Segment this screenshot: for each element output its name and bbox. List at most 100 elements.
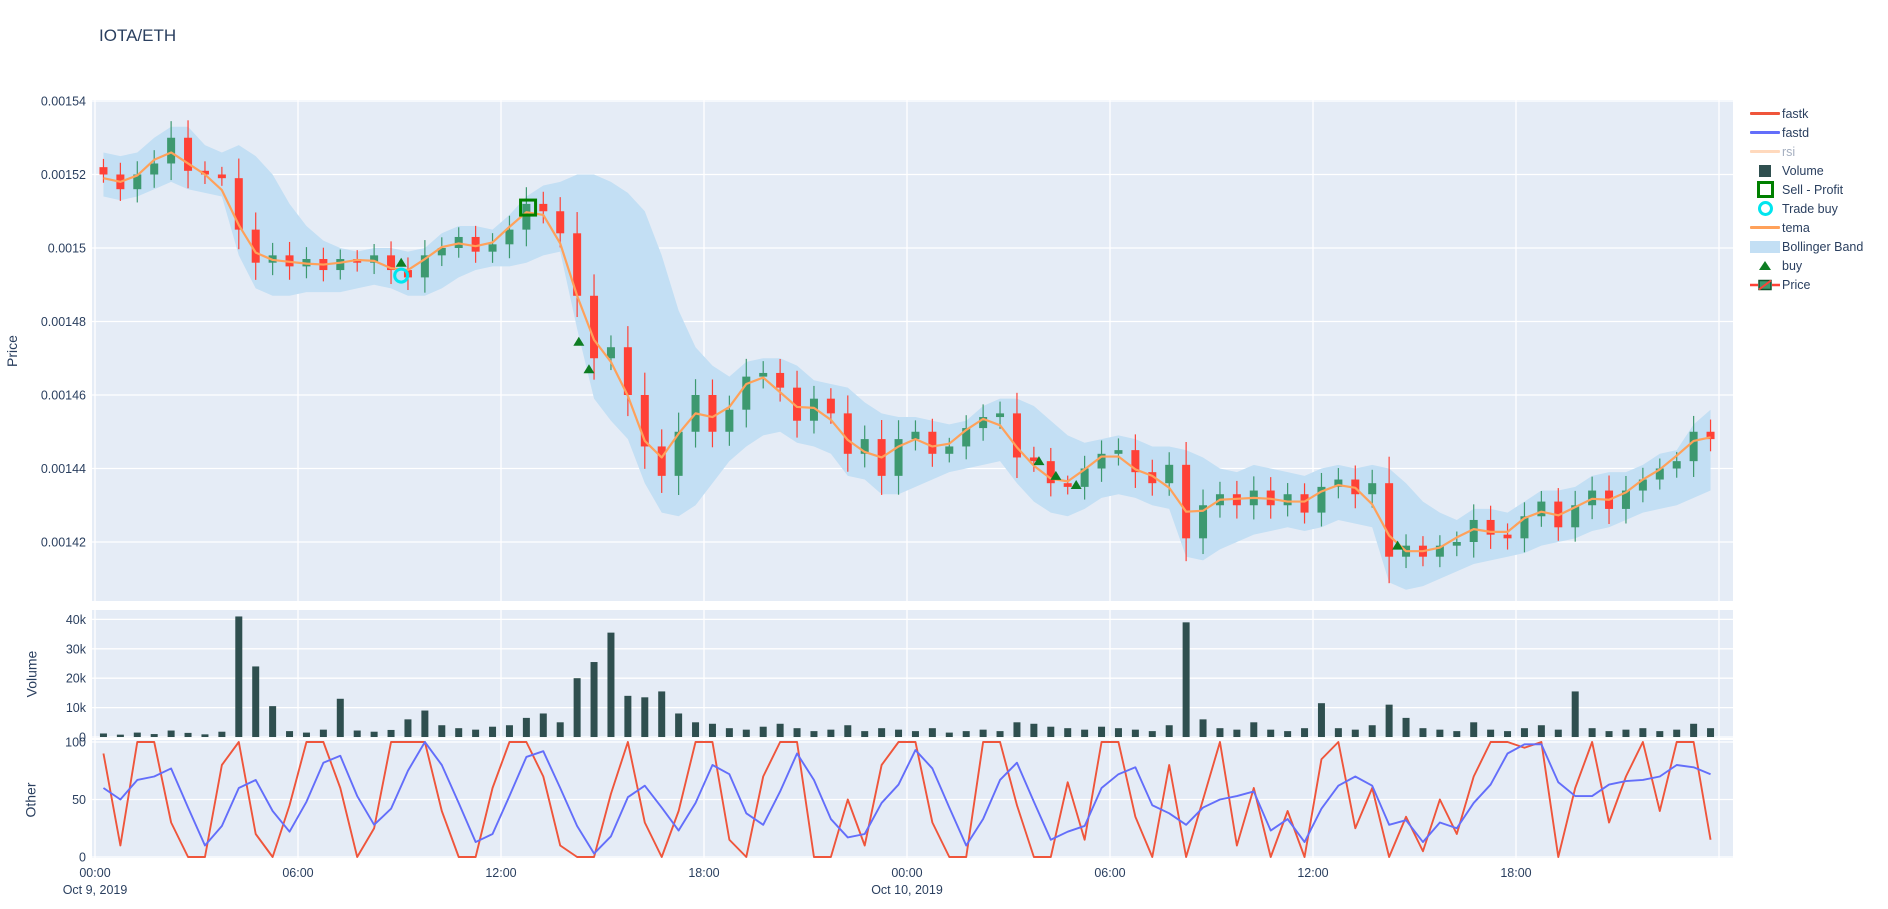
volume-bar (1673, 729, 1681, 737)
volume-bar (793, 728, 801, 737)
candle-body (522, 203, 531, 230)
candle-body (1080, 468, 1089, 487)
volume-bar (1470, 722, 1478, 737)
volume-bar (776, 723, 784, 737)
volume-bar (421, 710, 429, 737)
page-title: IOTA/ETH (99, 26, 177, 45)
other-tick-label: 0 (79, 851, 86, 865)
volume-bar (1690, 723, 1698, 737)
legend-item-price[interactable]: Price (1748, 275, 1863, 294)
candle-body (1368, 483, 1377, 495)
candle-body (471, 236, 480, 252)
legend-item-volume[interactable]: Volume (1748, 161, 1863, 180)
volume-bar (1334, 728, 1342, 737)
volume-bar (387, 729, 395, 737)
candle-body (674, 431, 683, 476)
volume-bar (1537, 725, 1545, 737)
legend-item-rsi[interactable]: rsi (1748, 142, 1863, 161)
candle-body (1537, 501, 1546, 517)
candle-body (657, 446, 666, 476)
volume-bar (302, 732, 310, 737)
candle-body (1469, 519, 1478, 542)
legend-item-fastk[interactable]: fastk (1748, 104, 1863, 123)
legend-item-trade-buy[interactable]: Trade buy (1748, 199, 1863, 218)
volume-bar (116, 734, 124, 737)
tema-line (103, 151, 1711, 553)
price-tick-label: 0.00152 (41, 168, 86, 182)
candle-body (1199, 505, 1208, 539)
rsi-line-icon (1748, 150, 1782, 153)
volume-bar (607, 632, 615, 737)
volume-bar (489, 726, 497, 737)
volume-bar (1351, 729, 1359, 737)
volume-bar (945, 732, 953, 737)
x-date-label: Oct 9, 2019 (63, 883, 128, 897)
buy-triangle-icon (1748, 261, 1782, 270)
trade-buy-marker (393, 267, 410, 284)
candle-body (420, 255, 429, 278)
volume-tick-label: 30k (66, 642, 87, 656)
volume-bar (1013, 722, 1021, 737)
volume-bar (319, 729, 327, 737)
volume-bar (133, 732, 141, 737)
x-tick-label: 18:00 (688, 866, 719, 880)
volume-bar (1284, 731, 1292, 737)
candle-body (1655, 468, 1664, 480)
volume-bar (827, 729, 835, 737)
volume-bar (505, 725, 513, 737)
candle-body (1706, 431, 1715, 440)
volume-bar (1487, 729, 1495, 737)
candle-body (1503, 534, 1512, 539)
candle-body (1621, 490, 1630, 509)
candle-body (1029, 457, 1038, 462)
legend-item-fastd[interactable]: fastd (1748, 123, 1863, 142)
buy-marker (1033, 456, 1045, 466)
volume-bar (556, 722, 564, 737)
volume-bar (1639, 728, 1647, 737)
volume-bar (1419, 728, 1427, 737)
legend-item-bollinger-band[interactable]: Bollinger Band (1748, 237, 1863, 256)
candle-body (1182, 464, 1191, 539)
volume-bar (1131, 729, 1139, 737)
candle-body (539, 203, 548, 212)
candle-body (1638, 479, 1647, 491)
volume-bar (1250, 722, 1258, 737)
x-tick-label: 12:00 (1297, 866, 1328, 880)
x-tick-label: 12:00 (485, 866, 516, 880)
buy-marker (573, 336, 585, 346)
volume-bar (472, 729, 480, 737)
volume-bar (269, 706, 277, 737)
candle-body (1131, 450, 1140, 473)
price-tick-label: 0.00144 (41, 462, 86, 476)
volume-bar (928, 728, 936, 737)
legend-item-sell-profit[interactable]: Sell - Profit (1748, 180, 1863, 199)
candle-body (962, 428, 971, 447)
price-tick-label: 0.0015 (48, 242, 86, 256)
candle-body (928, 431, 937, 454)
volume-bar (1199, 719, 1207, 737)
candle-body (370, 255, 379, 263)
volume-bar (1064, 728, 1072, 737)
sell-profit-square-icon (1748, 181, 1782, 198)
volume-tick-label: 10k (66, 701, 87, 715)
price-tick-label: 0.00142 (41, 536, 86, 550)
legend-item-tema[interactable]: tema (1748, 218, 1863, 237)
candle-body (1435, 545, 1444, 557)
candle-body (336, 259, 345, 271)
candle-body (1520, 516, 1529, 539)
candle-body (167, 137, 176, 164)
candle-body (742, 376, 751, 410)
candle-body (1063, 483, 1072, 487)
buy-marker (1050, 470, 1062, 480)
candle-body (1334, 479, 1343, 487)
candle-body (979, 417, 988, 429)
candle-body (99, 167, 108, 175)
volume-bar (1554, 729, 1562, 737)
legend-item-buy[interactable]: buy (1748, 256, 1863, 275)
candle-body (217, 174, 226, 179)
candle-body (911, 431, 920, 440)
candle-body (251, 229, 260, 263)
volume-bar (1047, 726, 1055, 737)
